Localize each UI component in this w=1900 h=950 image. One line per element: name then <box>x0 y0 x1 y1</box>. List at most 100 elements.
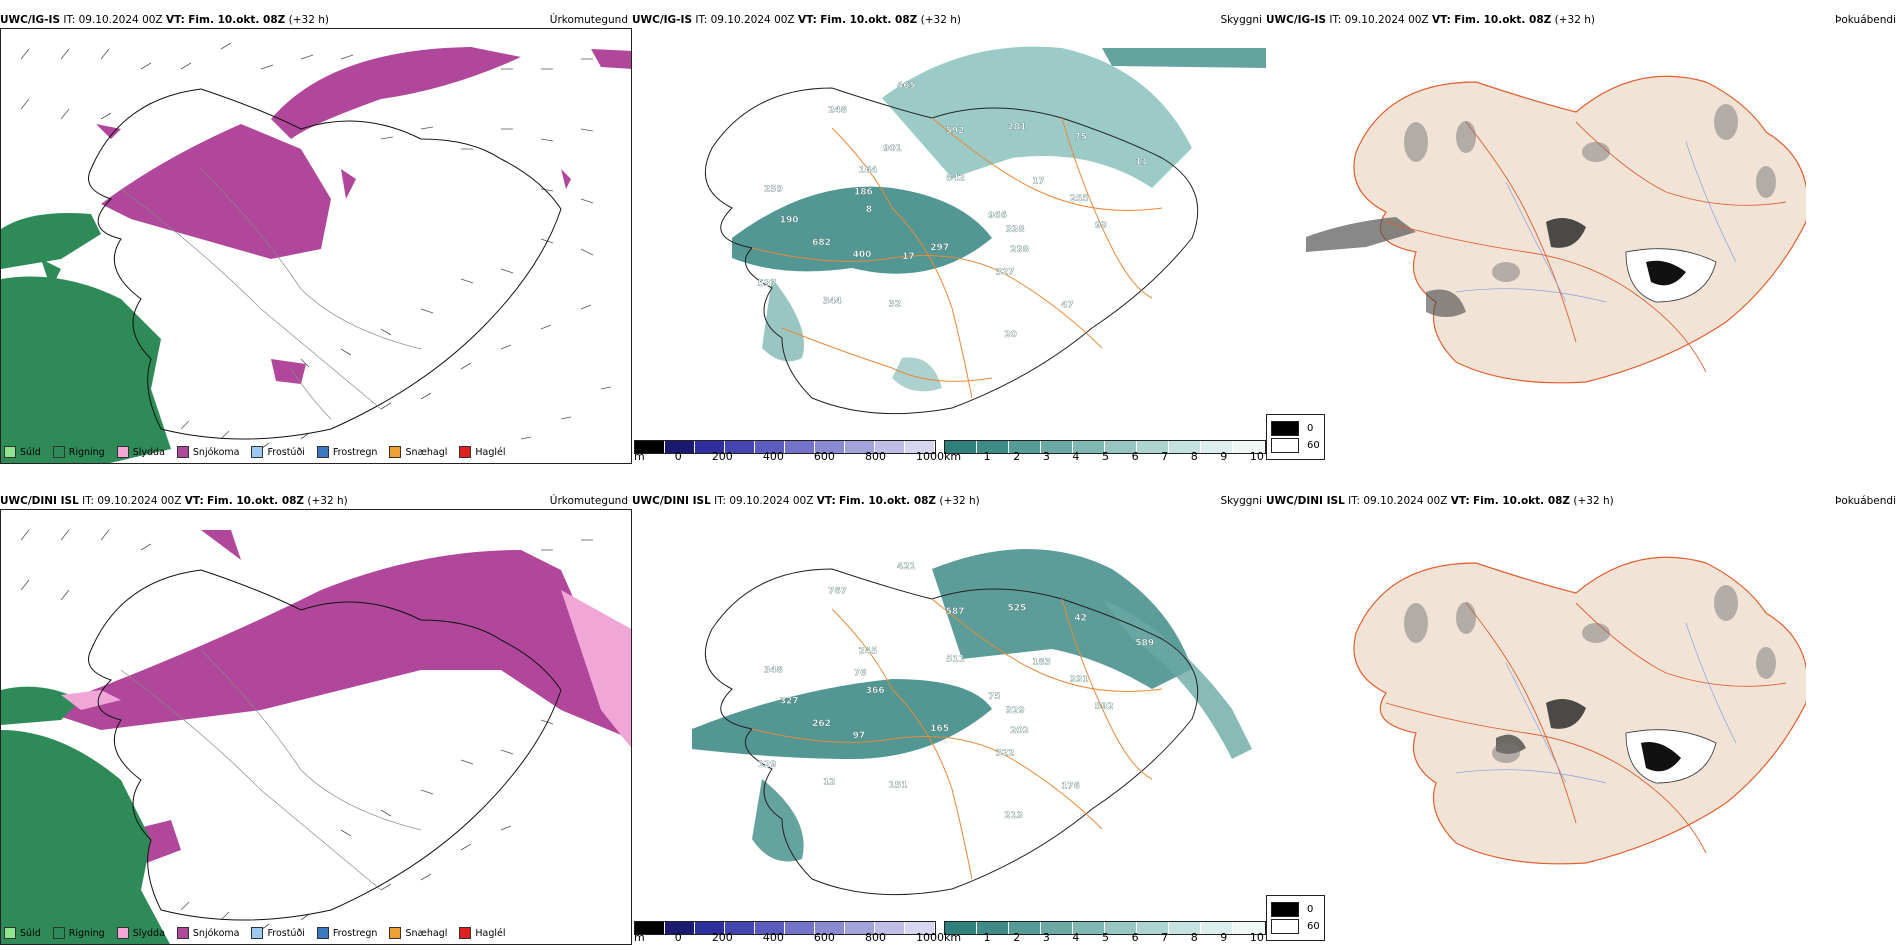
cloud-base-label: 331 <box>1070 675 1089 685</box>
it-label: IT: <box>695 14 708 26</box>
cloud-base-label: 202 <box>1010 726 1029 736</box>
legend-label: Snæhagl <box>405 927 448 939</box>
legend-swatch <box>459 927 472 939</box>
legend-swatch <box>4 446 16 458</box>
colorbar-segment <box>1105 922 1137 934</box>
legend-swatch <box>389 446 402 458</box>
cloud-base-label: 190 <box>780 216 799 226</box>
cloud-base-label: 366 <box>866 686 885 696</box>
panel-header: UWC/IG-IS IT: 09.10.2024 00Z VT: Fim. 10… <box>1266 12 1595 28</box>
legend-label: Súld <box>20 446 41 458</box>
legend-label: Frostregn <box>332 927 378 939</box>
fog-legend-swatch <box>1271 438 1299 453</box>
fog-legend-row: 60 <box>1271 919 1320 934</box>
snow-area <box>271 47 521 139</box>
cloud-base-label: 12 <box>823 778 836 788</box>
colorbar-segment <box>725 441 755 453</box>
cloud-base-label: 183 <box>1032 658 1051 668</box>
cloud-base-label: 262 <box>812 719 831 729</box>
it-label: IT: <box>714 495 727 507</box>
cloud-map: 966 400 592 47 8 17 32 248 338 682 281 20 186 255 344 4… <box>632 28 1266 443</box>
cloud-base-label: 20 <box>1004 330 1017 340</box>
cloud-base-label: 76 <box>854 668 867 678</box>
cloud-base-label: 129 <box>758 760 777 770</box>
cloud-map: 75 97 587 176 366 183 151 767 329 262 525 213 76 331 1… <box>632 509 1266 924</box>
cloud-base-label: 165 <box>930 724 949 734</box>
cloud-base-label: 75 <box>988 692 1001 702</box>
colorbar-segment <box>1169 922 1201 934</box>
colorbar-segment <box>875 922 905 934</box>
panel-header: UWC/DINI ISL IT: 09.10.2024 00Z VT: Fim.… <box>1266 493 1614 509</box>
colorbar-tick: 0 <box>674 931 682 944</box>
legend-item: Rigning <box>52 927 105 939</box>
legend-label: Haglél <box>475 446 506 458</box>
legend-swatch <box>316 446 329 458</box>
colorbar-tick: 2 <box>1013 450 1021 463</box>
colorbar-segment <box>1073 922 1105 934</box>
cloud-base-label: 151 <box>889 781 908 791</box>
cloud-panel-bottom: UWC/DINI ISL IT: 09.10.2024 00Z VT: Fim.… <box>632 493 1266 945</box>
fog-legend-swatch <box>1271 902 1299 917</box>
fog-legend-label: 0 <box>1307 904 1314 915</box>
colorbar-segment <box>1201 441 1233 453</box>
cloud-panel-top: UWC/IG-IS IT: 09.10.2024 00Z VT: Fim. 10… <box>632 12 1266 464</box>
colorbar-segment <box>945 922 977 934</box>
colorbar-segment <box>1137 441 1169 453</box>
colorbar-segment <box>1169 441 1201 453</box>
legend-swatch <box>389 927 402 939</box>
legend-label: Slydda <box>132 927 165 939</box>
legend-item: Slydda <box>116 446 165 458</box>
legend-swatch <box>251 446 264 458</box>
vis-colorbar <box>944 440 1266 454</box>
lead-time: (+32 h) <box>920 14 961 26</box>
it-label: IT: <box>1329 14 1342 26</box>
legend-item: Frostúði <box>251 446 305 458</box>
cloud-base-label: 245 <box>859 647 878 657</box>
cloud-base-label: 344 <box>823 297 842 307</box>
cloud-base-label: 465 <box>897 81 916 91</box>
fog-map <box>1353 556 1806 865</box>
legend-label: Haglél <box>475 927 506 939</box>
panel-header: UWC/IG-IS IT: 09.10.2024 00Z VT: Fim. 10… <box>632 12 961 28</box>
panel-title: Skyggni <box>1220 495 1263 507</box>
legend-item: Frostúði <box>251 927 305 939</box>
cloud-base-label: 329 <box>1006 706 1025 716</box>
cloud-base-label: 42 <box>1074 613 1087 623</box>
colorbar-tick: 5 <box>1101 450 1109 463</box>
fog-panel-top: UWC/IG-IS IT: 09.10.2024 00Z VT: Fim. 10… <box>1266 12 1900 464</box>
colorbar-tick: 10 <box>1249 450 1264 463</box>
model-name: UWC/IG-IS <box>0 14 61 26</box>
colorbar-tick: 1 <box>983 450 991 463</box>
cloud-base-label: 592 <box>1095 702 1114 712</box>
colorbar-segment <box>845 441 875 453</box>
it-value: 09.10.2024 00Z <box>710 14 795 26</box>
colorbar-tick: 9 <box>1220 931 1228 944</box>
colorbar-segment <box>905 441 935 453</box>
colorbar-tick: 200 <box>711 450 733 463</box>
colorbar-tick: 4 <box>1072 931 1080 944</box>
precip-map <box>0 509 632 945</box>
model-name: UWC/IG-IS <box>632 14 693 26</box>
colorbar-segment <box>695 922 725 934</box>
cloud-base-label: 297 <box>930 243 949 253</box>
colorbar-segment <box>875 441 905 453</box>
cloud-base-label: 47 <box>1061 301 1074 311</box>
legend-label: Súld <box>20 927 41 939</box>
precip-panel-top: UWC/IG-IS IT: 09.10.2024 00Z VT: Fim. 10… <box>0 12 632 464</box>
colorbar-segment <box>1201 922 1233 934</box>
fog-legend-row: 0 <box>1271 421 1320 436</box>
lead-time: (+32 h) <box>307 495 348 507</box>
cloud-base-label: 327 <box>996 268 1015 278</box>
cloud-base-label: 966 <box>988 211 1007 221</box>
cloud-base-label: 248 <box>828 106 847 116</box>
colorbar-segment <box>785 922 815 934</box>
cloud-base-label: 767 <box>828 587 847 597</box>
colorbar-tick: 10 <box>1249 931 1264 944</box>
ceiling-ticks: m 0 200 400 600 800 1000 <box>634 450 944 463</box>
legend-item: Frostregn <box>316 446 377 458</box>
cloud-base-label: 327 <box>780 697 799 707</box>
colorbar-segment <box>815 922 845 934</box>
legend-label: Frostúði <box>267 446 305 458</box>
coastline <box>704 568 1199 896</box>
panel-title: Úrkomutegund <box>549 14 628 26</box>
